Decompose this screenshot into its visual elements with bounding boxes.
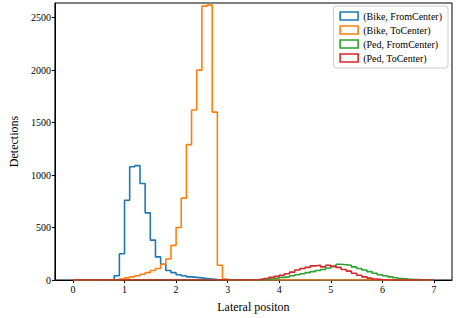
svg-text:7: 7 [431,284,436,295]
svg-text:(Bike, FromCenter): (Bike, FromCenter) [363,11,442,23]
svg-text:6: 6 [380,284,385,295]
svg-text:3: 3 [225,284,230,295]
svg-text:0: 0 [46,275,51,286]
svg-text:(Ped, FromCenter): (Ped, FromCenter) [363,39,438,51]
svg-text:1500: 1500 [31,117,51,128]
svg-text:(Ped, ToCenter): (Ped, ToCenter) [363,53,427,65]
svg-text:1000: 1000 [31,170,51,181]
svg-text:(Bike, ToCenter): (Bike, ToCenter) [363,25,430,37]
svg-text:500: 500 [36,222,51,233]
svg-text:2500: 2500 [31,12,51,23]
svg-text:2: 2 [174,284,179,295]
svg-text:Lateral positon: Lateral positon [217,300,289,314]
svg-text:4: 4 [277,284,282,295]
svg-text:5: 5 [328,284,333,295]
svg-text:Detections: Detections [7,116,21,168]
svg-text:0: 0 [70,284,75,295]
svg-text:1: 1 [122,284,127,295]
svg-text:2000: 2000 [31,65,51,76]
